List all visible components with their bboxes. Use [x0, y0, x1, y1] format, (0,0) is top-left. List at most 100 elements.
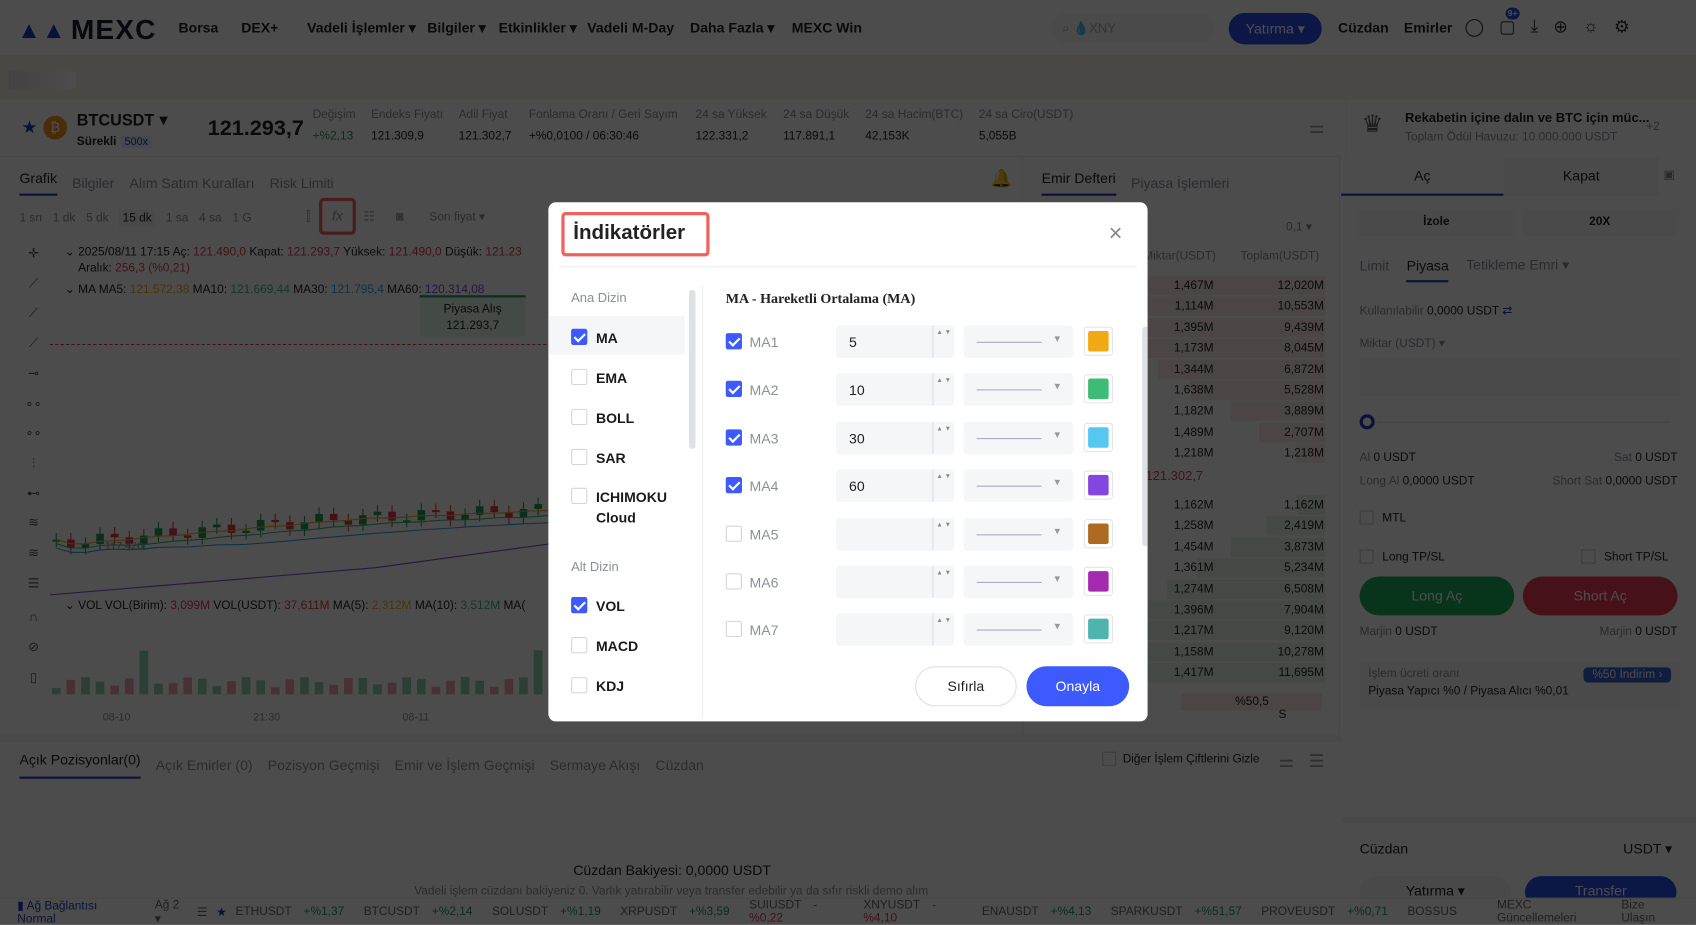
indicator-option[interactable]: EMA	[595, 369, 628, 387]
interval-option[interactable]: 1 sa	[165, 211, 189, 225]
color-picker[interactable]	[1083, 326, 1113, 356]
ruler-icon[interactable]: ☰	[27, 575, 40, 591]
stepper-icon[interactable]: ▲ ▼	[932, 565, 954, 599]
interval-option[interactable]: 1 G	[232, 211, 252, 225]
line-style-select[interactable]	[963, 613, 1073, 647]
color-picker[interactable]	[1083, 518, 1113, 548]
margin-mode-button[interactable]: İzole	[1358, 208, 1515, 236]
ticker-pair[interactable]: BOSSUS	[1407, 905, 1457, 919]
line-style-select[interactable]	[963, 469, 1073, 503]
left-scrollbar[interactable]	[688, 289, 696, 449]
positions-tab[interactable]: Pozisyon Geçmişi	[267, 757, 380, 774]
leverage-button[interactable]: 20X	[1522, 208, 1677, 236]
color-picker[interactable]	[1083, 374, 1113, 404]
list-icon[interactable]: ☰	[196, 905, 208, 919]
node-select[interactable]: Ağ 2 ▾	[154, 898, 180, 925]
ticker-pair[interactable]: PROVEUSDT +%0,71	[1261, 905, 1388, 919]
interval-option[interactable]: 1 dk	[52, 211, 76, 225]
transfer-swap-icon[interactable]: ⇄	[1502, 305, 1513, 318]
trash-icon[interactable]: ▯	[29, 669, 38, 685]
positions-tab[interactable]: Açık Emirler (0)	[155, 757, 253, 774]
ticker-pair[interactable]: SPARKUSDT +%51,57	[1110, 905, 1242, 919]
settings-icon[interactable]: ⚙	[1613, 18, 1630, 37]
tab-open[interactable]: Aç	[1341, 157, 1504, 196]
orderbook-step-select[interactable]: 0,1 ▾	[1286, 220, 1312, 234]
interval-option[interactable]: 5 dk	[86, 211, 109, 225]
ma-period-input[interactable]: 30 ▲ ▼	[836, 421, 954, 455]
orderbook-tab[interactable]: Piyasa İşlemleri	[1130, 174, 1230, 191]
color-picker[interactable]	[1083, 470, 1113, 500]
stepper-icon[interactable]: ▲ ▼	[932, 469, 954, 503]
chart-tab[interactable]: Bilgiler	[72, 174, 115, 191]
menu-icon[interactable]: ☰	[1308, 752, 1325, 772]
ticker-pair[interactable]: XRPUSDT +%3,59	[620, 905, 730, 919]
nav-item[interactable]: Daha Fazla ▾	[690, 19, 775, 36]
horizontal-ray-icon[interactable]: ∘∘	[25, 395, 42, 411]
color-picker[interactable]	[1083, 566, 1113, 596]
line-style-select[interactable]	[963, 565, 1073, 599]
indicator-checkbox[interactable]	[571, 368, 588, 386]
favorite-star-icon[interactable]: ★	[21, 118, 38, 138]
ma-line-checkbox[interactable]	[725, 525, 742, 542]
magnet-icon[interactable]: ∩	[28, 608, 39, 625]
indicator-checkbox[interactable]	[571, 637, 588, 654]
ma-period-input[interactable]: 10 ▲ ▼	[836, 373, 954, 407]
user-icon[interactable]: ◯	[1464, 18, 1484, 37]
ticker-pair[interactable]: BTCUSDT +%2,14	[363, 905, 473, 919]
long-tpsl-checkbox[interactable]: Long TP/SL	[1359, 549, 1445, 564]
camera-icon[interactable]: ◙	[395, 208, 404, 224]
wallet-link[interactable]: Cüzdan	[1337, 19, 1389, 36]
indicator-checkbox[interactable]	[571, 328, 588, 346]
ma-line-checkbox[interactable]	[725, 381, 742, 398]
crosshair-icon[interactable]: ✛	[28, 245, 39, 261]
layout-icon[interactable]: ☷	[363, 208, 376, 224]
nav-item[interactable]: Etkinlikler ▾	[498, 19, 577, 36]
nav-item[interactable]: Vadeli M-Day	[587, 19, 675, 36]
orders-link[interactable]: Emirler	[1403, 19, 1453, 36]
messages-icon[interactable]: ▢ 9+	[1499, 7, 1520, 38]
discount-badge[interactable]: %50 İndirim ›	[1583, 667, 1672, 683]
positions-tab[interactable]: Açık Pozisyonlar(0)	[19, 752, 141, 779]
order-type-tab[interactable]: Tetikleme Emri ▾	[1466, 256, 1570, 273]
indicator-option[interactable]: BOLL	[595, 409, 635, 427]
ticker-pair[interactable]: ENAUSDT +%4,13	[981, 905, 1092, 919]
ticker-pair[interactable]: ETHUSDT +%1,37	[235, 905, 345, 919]
symbol-selector[interactable]: BTCUSDT ▾ Sürekli 500x	[76, 111, 168, 149]
mtl-checkbox[interactable]: MTL	[1359, 510, 1406, 525]
ma-line-checkbox[interactable]	[725, 477, 742, 494]
bell-icon[interactable]: 🔔	[990, 169, 1013, 189]
indicator-checkbox[interactable]	[571, 448, 588, 466]
indicator-option[interactable]: VOL	[595, 598, 625, 615]
ma-line-checkbox[interactable]	[725, 621, 742, 638]
ray-icon[interactable]: ⟋	[28, 305, 39, 321]
positions-tab[interactable]: Sermaye Akışı	[549, 757, 641, 774]
stepper-icon[interactable]: ▲ ▼	[932, 613, 954, 647]
vertical-line-icon[interactable]: ⫶	[31, 455, 36, 471]
amount-unit-select[interactable]: Miktar (USDT) ▾	[1359, 337, 1445, 351]
nav-item[interactable]: Borsa	[178, 19, 219, 36]
ma-line-checkbox[interactable]	[725, 429, 742, 446]
line-style-select[interactable]	[963, 421, 1073, 455]
interval-option[interactable]: 4 sa	[199, 211, 222, 225]
indicator-option[interactable]: SAR	[595, 449, 626, 467]
close-icon[interactable]: ×	[1108, 219, 1123, 247]
ma-period-input[interactable]: ▲ ▼	[836, 517, 954, 551]
promo-card[interactable]: ♛ Rekabetin içine dalın ve BTC için müc.…	[1345, 99, 1696, 157]
announcement-banner[interactable]	[0, 56, 1696, 100]
indicator-option[interactable]: ICHIMOKU Cloud	[595, 488, 668, 526]
pattern-icon[interactable]: ≋	[28, 545, 39, 561]
interval-option[interactable]: 1 sn	[19, 211, 42, 225]
line-style-select[interactable]	[963, 517, 1073, 551]
indicator-checkbox[interactable]	[571, 408, 588, 426]
indicator-option[interactable]: KDJ	[595, 678, 625, 695]
confirm-button[interactable]: Onayla	[1026, 666, 1130, 707]
chart-tab[interactable]: Alım Satım Kuralları	[129, 174, 255, 191]
nav-item[interactable]: Bilgiler ▾	[427, 19, 486, 36]
ticker-pair[interactable]: SOLUSDT +%1,19	[491, 905, 601, 919]
hide-icon[interactable]: ⊘	[28, 639, 39, 655]
chart-tab[interactable]: Risk Limiti	[269, 174, 334, 191]
search-input[interactable]: ⌕ 💧XNY	[1051, 12, 1214, 44]
line-style-select[interactable]	[963, 325, 1073, 359]
ticker-pair[interactable]: SUIUSDT -%0,22	[749, 898, 818, 925]
